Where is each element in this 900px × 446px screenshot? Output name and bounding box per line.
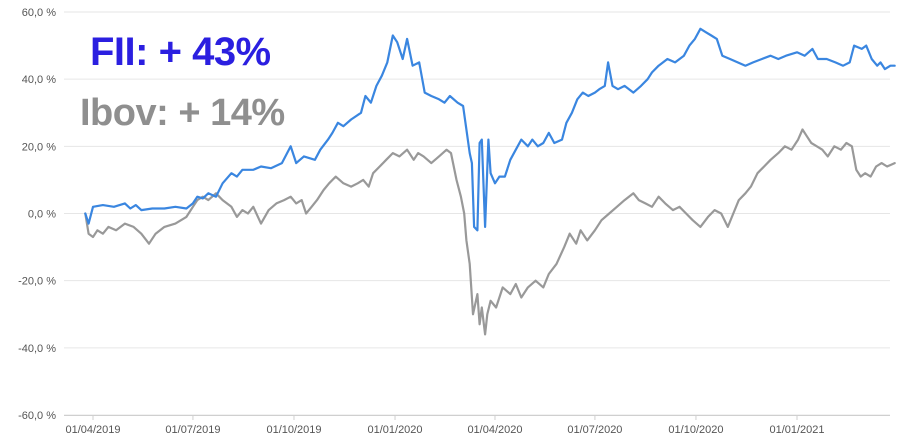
- x-tick-label: 01/07/2020: [567, 424, 622, 436]
- y-tick-label: 20,0 %: [22, 141, 56, 153]
- y-axis-ticks: 60,0 % 40,0 % 20,0 % 0,0 % -20,0 % -40,0 % -60…: [18, 7, 56, 422]
- y-tick-label: -20,0 %: [18, 276, 56, 288]
- fii-series-line: [84, 27, 896, 232]
- series-lines: [84, 27, 896, 336]
- y-tick-label: 60,0 %: [22, 7, 56, 19]
- x-axis-ticks: 01/04/2019 01/07/2019 01/10/2019 01/01/2020…: [65, 415, 825, 436]
- x-tick-label: 01/04/2020: [467, 424, 522, 436]
- grid-lines: [64, 11, 890, 416]
- ibov-series-line: [84, 128, 896, 336]
- ibov-return-annotation: Ibov: + 14%: [80, 92, 285, 134]
- y-tick-label: 40,0 %: [22, 74, 56, 86]
- y-tick-label: -40,0 %: [18, 343, 56, 355]
- x-tick-label: 01/04/2019: [65, 424, 120, 436]
- x-tick-label: 01/07/2019: [165, 424, 220, 436]
- x-tick-label: 01/01/2020: [367, 424, 422, 436]
- y-tick-label: 0,0 %: [28, 209, 56, 221]
- fii-return-annotation: FII: + 43%: [90, 30, 271, 74]
- x-tick-label: 01/01/2021: [769, 424, 824, 436]
- x-tick-label: 01/10/2020: [668, 424, 723, 436]
- x-tick-label: 01/10/2019: [266, 424, 321, 436]
- y-tick-label: -60,0 %: [18, 410, 56, 422]
